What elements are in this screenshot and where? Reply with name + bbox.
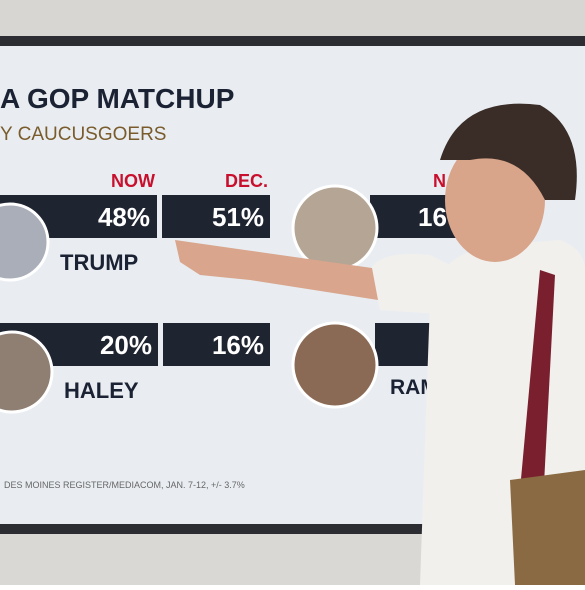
subtitle: Y CAUCUSGOERS	[0, 124, 166, 145]
candidate-name: HALEY	[64, 378, 139, 403]
bar	[370, 195, 460, 238]
sleeve	[370, 254, 470, 315]
value: 48%	[98, 202, 150, 232]
trousers	[510, 470, 585, 585]
column-label: DEC.	[225, 171, 268, 191]
column-label: NOW	[111, 171, 155, 191]
photo	[0, 330, 54, 414]
photo	[291, 321, 379, 409]
photo	[291, 184, 379, 272]
value: 20%	[100, 330, 152, 360]
head	[445, 138, 545, 262]
ceiling	[0, 0, 585, 40]
photo	[0, 202, 50, 282]
value: 51%	[212, 202, 264, 232]
source: DES MOINES REGISTER/MEDIACOM, JAN. 7-12,…	[4, 480, 245, 490]
value: 16	[418, 202, 447, 232]
column-label: N	[433, 171, 446, 191]
candidate-name: TRUMP	[60, 250, 138, 275]
arm	[175, 240, 378, 300]
value: 16%	[212, 330, 264, 360]
hair	[440, 103, 577, 200]
bar	[162, 195, 270, 238]
title: A GOP MATCHUP	[0, 83, 234, 114]
bar	[163, 323, 270, 366]
